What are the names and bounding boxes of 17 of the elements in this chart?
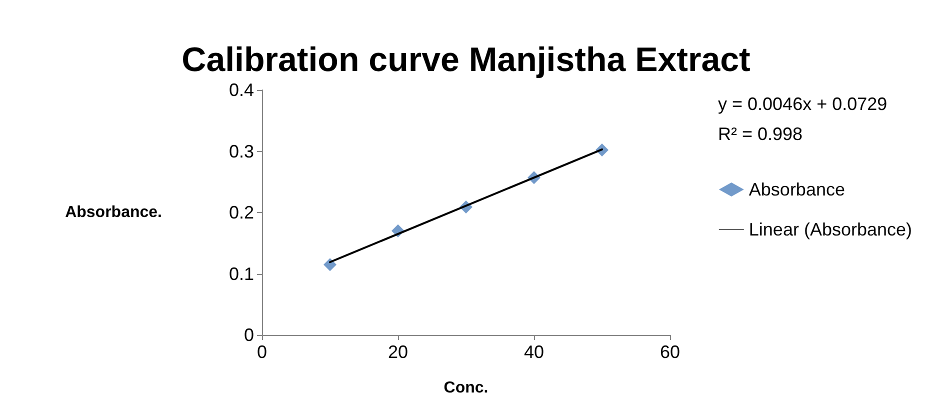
x-tick-label: 20 [388,342,408,362]
text: R² = 0.998 [718,124,803,144]
y-tick-label: 0.4 [228,80,254,100]
x-tick-label: 40 [524,342,544,362]
x-tick-label: 60 [660,342,680,362]
legend-label: Linear (Absorbance) [748,220,912,240]
y-tick-label: 0.1 [228,264,254,284]
y-tick-label: 0.2 [228,202,254,222]
x-axis-title: Conc. [444,380,488,396]
legend-label: Absorbance [748,180,845,200]
y-tick-label: 0.3 [228,141,254,162]
y-axis-title: Absorbance. [65,204,162,221]
point [324,258,336,272]
chart-title: Calibration curve Manjistha Extract [182,41,750,79]
text: y = 0.0046x + 0.0729 [718,94,888,114]
y-tick-label: 0 [244,325,254,345]
x-tick-label: 0 [256,342,268,362]
